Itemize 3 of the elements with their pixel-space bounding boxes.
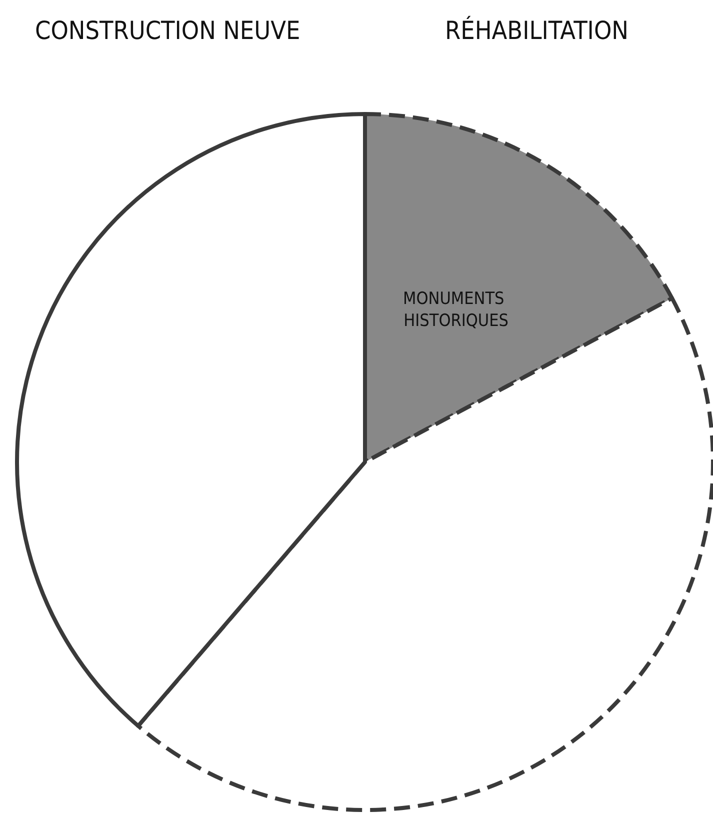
- text: RÉHABILITATION: [445, 15, 628, 45]
- text: CONSTRUCTION NEUVE: [35, 16, 300, 45]
- slice-label: MONUMENTS HISTORIQUES: [403, 289, 510, 332]
